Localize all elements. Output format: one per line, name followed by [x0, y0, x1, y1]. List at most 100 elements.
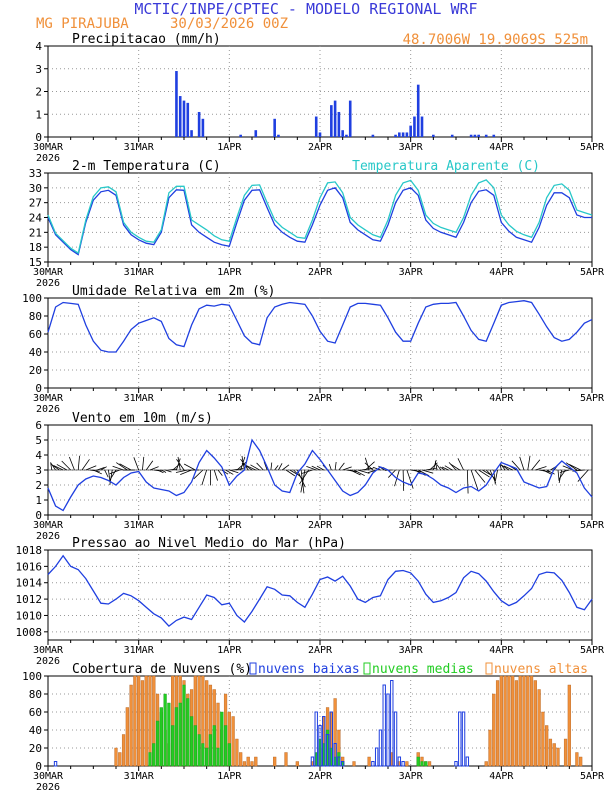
- cloud-bar-nuvens-altas: [254, 756, 258, 767]
- precip-bar: [473, 134, 477, 137]
- panel-title: Pressao ao Nivel Medio do Mar (hPa): [72, 536, 346, 551]
- cloud-bar-nuvens-medias: [159, 707, 163, 767]
- wind-arrow: [201, 469, 208, 486]
- panel-title: Vento em 10m (m/s): [72, 411, 213, 426]
- wind-arrow: [109, 469, 120, 475]
- x-tick-label: 1APR: [217, 393, 242, 404]
- x-tick-label: 31MAR: [124, 520, 155, 531]
- x-tick-label: 30MAR: [33, 645, 64, 656]
- cloud-bar-nuvens-altas: [518, 675, 522, 767]
- panel-title: Precipitacao (mm/h): [72, 32, 221, 47]
- wind-arrow: [285, 469, 296, 477]
- cloud-bar-nuvens-altas: [514, 680, 519, 767]
- wind-arrow: [51, 464, 60, 471]
- cloud-bar-nuvens-altas: [507, 675, 511, 767]
- y-tick-label: 1: [35, 108, 42, 121]
- cloud-bar-nuvens-baixas: [318, 725, 322, 767]
- cloud-bar-nuvens-altas: [352, 761, 356, 767]
- x-tick-label: 31MAR: [124, 645, 155, 656]
- coords-label: 48.7006W 19.9069S 525m: [403, 32, 588, 48]
- y-tick-label: 27: [29, 197, 42, 210]
- y-tick-label: 2: [35, 86, 42, 99]
- x-tick-label: 5APR: [580, 142, 605, 153]
- cloud-bar-nuvens-medias: [163, 693, 167, 767]
- cloud-bar-nuvens-altas: [488, 729, 492, 767]
- y-tick-label: 21: [29, 226, 42, 239]
- cloud-bar-nuvens-medias: [201, 743, 205, 767]
- y-tick-label: 60: [29, 706, 42, 719]
- cloud-bar-nuvens-medias: [227, 743, 231, 767]
- y-tick-label: 30: [29, 182, 42, 195]
- x-year-label: 2026: [36, 278, 60, 289]
- wind-arrow: [157, 469, 164, 474]
- cloud-bar-nuvens-baixas: [382, 684, 386, 767]
- cloud-bar-nuvens-medias: [205, 747, 209, 767]
- precip-bar: [330, 105, 333, 137]
- y-tick-label: 5: [35, 434, 42, 447]
- precip-bar: [409, 125, 412, 137]
- cloud-bar-nuvens-altas: [526, 675, 530, 767]
- x-tick-label: 2APR: [308, 645, 333, 656]
- cloud-bar-nuvens-altas: [499, 675, 503, 767]
- y-tick-label: 1008: [16, 626, 43, 639]
- panel-title: Cobertura de Nuvens (%): [72, 662, 252, 677]
- x-tick-label: 5APR: [580, 393, 605, 404]
- x-tick-label: 1APR: [217, 142, 242, 153]
- precip-bar: [333, 100, 337, 137]
- y-tick-label: 20: [29, 742, 42, 755]
- cloud-bar-nuvens-altas: [567, 684, 571, 767]
- precip-bar: [186, 102, 190, 137]
- wind-arrow: [100, 466, 107, 471]
- x-tick-label: 3APR: [399, 267, 424, 278]
- y-tick-label: 40: [29, 346, 42, 359]
- wind-arrow: [250, 464, 260, 471]
- x-tick-label: 3APR: [399, 520, 424, 531]
- cloud-bar-nuvens-baixas: [374, 747, 379, 767]
- cloud-bar-nuvens-medias: [171, 725, 175, 767]
- cloud-bar-nuvens-baixas: [340, 761, 345, 767]
- cloud-bar-nuvens-altas: [140, 680, 145, 767]
- cloud-bar-nuvens-altas: [427, 761, 432, 767]
- wind-arrow: [444, 465, 453, 471]
- cloud-bar-nuvens-altas: [495, 680, 500, 767]
- panel-title: 2-m Temperatura (C): [72, 159, 221, 174]
- precip-bar: [337, 111, 341, 137]
- wind-arrow: [559, 469, 570, 473]
- cloud-bar-nuvens-medias: [189, 716, 194, 767]
- precip-bar: [413, 116, 416, 137]
- wind-arrow: [296, 469, 306, 488]
- precip-bar: [273, 118, 276, 137]
- legend-swatch: [363, 662, 371, 675]
- wind-arrow: [474, 469, 486, 483]
- cloud-bar-nuvens-baixas: [454, 761, 458, 767]
- wind-arrow: [119, 463, 132, 471]
- wind-arrow: [53, 465, 64, 471]
- y-tick-label: 3: [35, 464, 42, 477]
- wind-arrow: [500, 463, 506, 471]
- cloud-bar-nuvens-medias: [193, 725, 197, 767]
- cloud-bar-nuvens-altas: [563, 738, 568, 767]
- x-tick-label: 30MAR: [33, 267, 64, 278]
- wind-arrow: [149, 466, 159, 471]
- wind-arrow: [270, 462, 273, 471]
- precip-bar: [341, 130, 344, 137]
- wind-arrow: [61, 460, 71, 471]
- cloud-bar-nuvens-medias: [220, 711, 224, 767]
- wind-arrow: [546, 469, 555, 475]
- wind-arrow: [364, 462, 374, 471]
- cloud-bar-nuvens-altas: [273, 756, 277, 767]
- cloud-bar-nuvens-altas: [114, 747, 118, 767]
- x-tick-label: 5APR: [580, 267, 605, 278]
- wind-arrow: [217, 469, 223, 476]
- cloud-bar-nuvens-baixas: [397, 756, 402, 767]
- wind-arrow: [175, 469, 188, 473]
- x-tick-label: 1APR: [217, 520, 242, 531]
- cloud-bar-nuvens-medias: [197, 734, 201, 767]
- precip-bar: [348, 100, 352, 137]
- cloud-bar-nuvens-baixas: [325, 734, 330, 767]
- precip-bar: [277, 134, 280, 137]
- cloud-bar-nuvens-altas: [529, 675, 534, 767]
- wind-arrow: [353, 469, 365, 477]
- wind-arrow: [161, 469, 167, 473]
